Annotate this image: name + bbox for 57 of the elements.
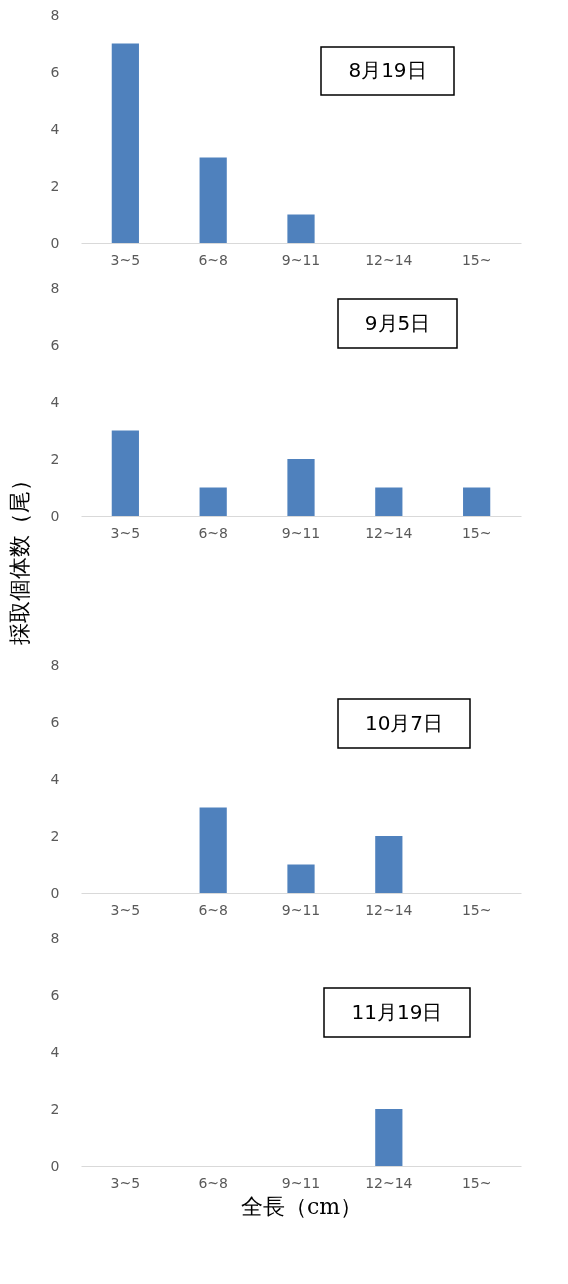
x-axis-title: 全長（cm） xyxy=(240,1193,363,1219)
x-tick-label: 6~8 xyxy=(198,1174,228,1191)
y-tick-label: 2 xyxy=(50,827,60,844)
x-tick-label: 9~11 xyxy=(281,1174,321,1191)
bar xyxy=(375,487,403,516)
bar xyxy=(199,807,227,893)
x-tick-label: 9~11 xyxy=(281,524,321,541)
x-tick-label: 15~ xyxy=(461,524,492,541)
x-tick-label: 6~8 xyxy=(198,901,228,918)
x-tick-label: 6~8 xyxy=(198,524,228,541)
y-tick-label: 8 xyxy=(50,929,60,946)
y-tick-label: 6 xyxy=(50,713,60,730)
bar xyxy=(111,430,139,516)
y-tick-label: 4 xyxy=(50,393,60,410)
y-tick-label: 0 xyxy=(50,234,60,251)
x-tick-label: 12~14 xyxy=(365,1174,413,1191)
bar xyxy=(199,487,227,516)
y-tick-label: 2 xyxy=(50,1100,60,1117)
y-tick-label: 8 xyxy=(50,279,60,296)
bar xyxy=(375,836,403,893)
y-tick-label: 8 xyxy=(50,6,60,23)
y-tick-label: 2 xyxy=(50,450,60,467)
y-tick-label: 2 xyxy=(50,177,60,194)
y-tick-label: 0 xyxy=(50,507,60,524)
y-tick-label: 4 xyxy=(50,770,60,787)
text: 11月19日 xyxy=(351,999,443,1024)
y-tick-label: 6 xyxy=(50,63,60,80)
bar xyxy=(287,459,315,516)
y-tick-label: 4 xyxy=(50,1043,60,1060)
y-tick-label: 6 xyxy=(50,986,60,1003)
x-tick-label: 9~11 xyxy=(281,901,321,918)
bar xyxy=(287,214,315,243)
x-tick-label: 12~14 xyxy=(365,251,413,268)
text: 9月5日 xyxy=(364,310,431,335)
y-tick-label: 0 xyxy=(50,884,60,901)
text: 8月19日 xyxy=(348,58,427,82)
text: 10月7日 xyxy=(364,710,444,735)
x-tick-label: 15~ xyxy=(461,901,492,918)
bar xyxy=(199,157,227,243)
bar xyxy=(287,864,315,893)
bar xyxy=(463,487,491,516)
bar xyxy=(111,43,139,243)
x-tick-label: 3~5 xyxy=(110,1174,141,1191)
x-tick-label: 12~14 xyxy=(365,901,413,918)
y-tick-label: 4 xyxy=(50,120,60,137)
x-tick-label: 9~11 xyxy=(281,251,321,268)
y-tick-label: 6 xyxy=(50,336,60,353)
x-tick-label: 15~ xyxy=(461,1174,492,1191)
y-axis-title: 採取個体数（尾） xyxy=(6,468,32,645)
y-tick-label: 8 xyxy=(50,656,60,673)
x-tick-label: 12~14 xyxy=(365,524,413,541)
x-tick-label: 3~5 xyxy=(110,901,141,918)
x-tick-label: 3~5 xyxy=(110,251,141,268)
x-tick-label: 15~ xyxy=(461,251,492,268)
y-tick-label: 0 xyxy=(50,1157,60,1174)
x-tick-label: 6~8 xyxy=(198,251,228,268)
x-tick-label: 3~5 xyxy=(110,524,141,541)
